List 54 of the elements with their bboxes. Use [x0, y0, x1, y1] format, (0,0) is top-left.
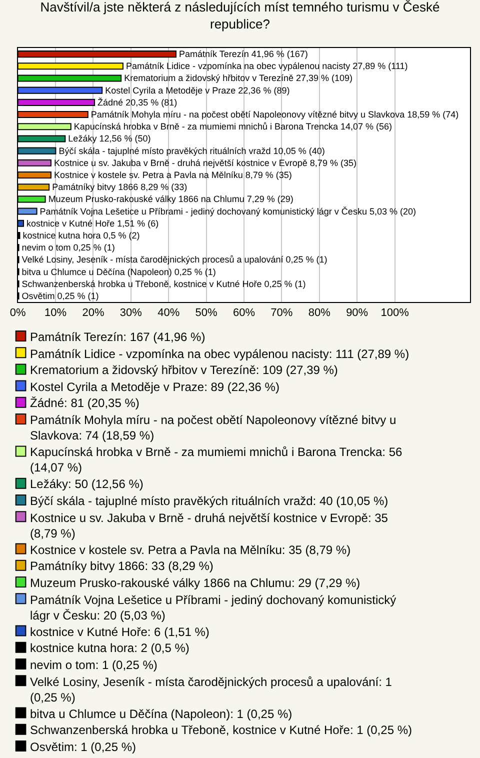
category-label: kostnice v Kutné Hoře 1,51 % (6): [26, 218, 159, 228]
category-label: Kostnice u sv. Jakuba v Brně - druhá největší kostnice v Evropě 8,79 % (35): [54, 158, 356, 168]
category-label: Památník Terezín 41,96 % (167): [179, 49, 308, 60]
legend-label: Krematorium a židovský hřbitov v Terezíně: 109 (27,39 %): [30, 363, 338, 377]
x-tick-label: 0%: [10, 307, 26, 320]
category-label: Schwanzenberská hrobka u Třeboně, kostnice v Kutné Hoře 0,25 % (1): [22, 278, 306, 289]
legend-label: Památník Lidice - vzpomínka na obec vypálenou nacisty: 111 (27,89 %): [30, 347, 410, 361]
category-label: Památník Lidice - vzpomínka na obec vypálenou nacisty 27,89 % (111): [126, 61, 408, 72]
category-label: bitva u Chlumce u Děčína (Napoleon) 0,25 % (1): [22, 266, 216, 277]
category-label: Muzeum Prusko-rakouské války 1866 na Chlumu 7,29 % (29): [48, 194, 294, 204]
category-label: Památník Vojna Lešetice u Příbrami - jediný dochovaný komunistický lágr v Česku 5,03 % (20): [40, 206, 416, 216]
category-label: Osvětim 0,25 % (1): [22, 290, 99, 301]
legend-label: Ležáky: 50 (12,56 %): [30, 477, 144, 491]
x-tick-label: 20%: [82, 307, 104, 320]
category-label: Velké Losiny, Jeseník - místa čarodějnických procesů a upalování 0,25 % (1): [22, 254, 328, 265]
x-tick-label: 70%: [270, 307, 293, 320]
x-tick-label: 30%: [120, 307, 142, 320]
category-label: Kapucínská hrobka v Brně - za mumiemi mnichů i Barona Trencka 14,07 % (56): [74, 122, 392, 132]
x-tick-label: 80%: [308, 307, 331, 320]
category-label: nevim o tom 0,25 % (1): [22, 242, 115, 253]
legend-label: Muzeum Prusko-rakouské války 1866 na Chlumu: 29 (7,29 %): [30, 576, 360, 590]
category-label: Kostel Cyrila a Metoděje v Praze 22,36 % (89): [105, 85, 290, 96]
legend-label: kostnice v Kutné Hoře: 6 (1,51 %): [30, 625, 210, 639]
legend-label: Osvětim: 1 (0,25 %): [30, 740, 136, 754]
x-tick-label: 40%: [158, 307, 180, 320]
legend-label: Památník Terezín: 167 (41,96 %): [30, 330, 206, 344]
category-label: Kostnice v kostele sv. Petra a Pavla na Mělníku 8,79 % (35): [54, 170, 292, 180]
legend-label: Památníky bitvy 1866: 33 (8,29 %): [30, 559, 214, 573]
legend-label: Velké Losiny, Jeseník - místa čarodějnických procesů a upalování: 1 (0,25 %): [30, 675, 392, 705]
legend-label: Kapucínská hrobka v Brně - za mumiemi mnichů i Barona Trencka: 56 (14,07 %): [30, 445, 402, 475]
legend-label: Kostnice u sv. Jakuba v Brně - druhá největší kostnice v Evropě: 35 (8,79 %): [30, 511, 388, 541]
legend-label: Památník Vojna Lešetice u Příbrami - jediný dochovaný komunistický lágr v Česku: 20 (5,03 %): [30, 593, 396, 623]
category-label: Památníky bitvy 1866 8,29 % (33): [52, 182, 188, 192]
x-tick-label: 90%: [346, 307, 368, 320]
x-tick-label: 50%: [195, 307, 218, 320]
legend-label: Žádné: 81 (20,35 %): [30, 396, 140, 410]
legend-label: kostnice kutna hora: 2 (0,5 %): [30, 641, 190, 655]
category-label: Žádné 20,35 % (81): [98, 97, 178, 108]
legend-label: Kostel Cyrila a Metoděje v Praze: 89 (22,36 %): [30, 380, 280, 394]
x-tick-label: 10%: [44, 307, 67, 320]
category-label: Památník Mohyla míru - na počest obětí Napoleonovy vítězné bitvy u Slavkova 18,59 % (74): [90, 110, 459, 120]
category-label: Ležáky 12,56 % (50): [68, 134, 151, 144]
legend-label: Schwanzenberská hrobka u Třeboně, kostnice v Kutné Hoře: 1 (0,25 %): [30, 723, 412, 737]
chart-title: Navštívil/a jste některá z následujících míst temného turismu v České republice?: [40, 0, 440, 32]
x-tick-label: 60%: [232, 307, 256, 320]
legend-label: Kostnice v kostele sv. Petra a Pavla na Mělníku: 35 (8,79 %): [30, 543, 351, 557]
legend-label: Býčí skála - tajuplné místo pravěkých rituálních vražd: 40 (10,05 %): [30, 494, 388, 508]
legend-label: bitva u Chlumce u Děčína (Napoleon): 1 (0,25 %): [30, 707, 292, 721]
legend-label: nevim o tom: 1 (0,25 %): [30, 658, 158, 672]
category-label: Krematorium a židovský hřbitov v Terezíně 27,39 % (109): [124, 73, 353, 84]
category-label: kostnice kutna hora 0,5 % (2): [22, 230, 140, 240]
legend-label: Památník Mohyla míru - na počest obětí Napoleonovy vítězné bitvy u Slavkova: 74 (18,59 %): [30, 413, 396, 443]
category-label: Býčí skála - tajuplné místo pravěkých rituálních vražd 10,05 % (40): [58, 146, 325, 156]
x-tick-label: 100%: [380, 307, 410, 320]
